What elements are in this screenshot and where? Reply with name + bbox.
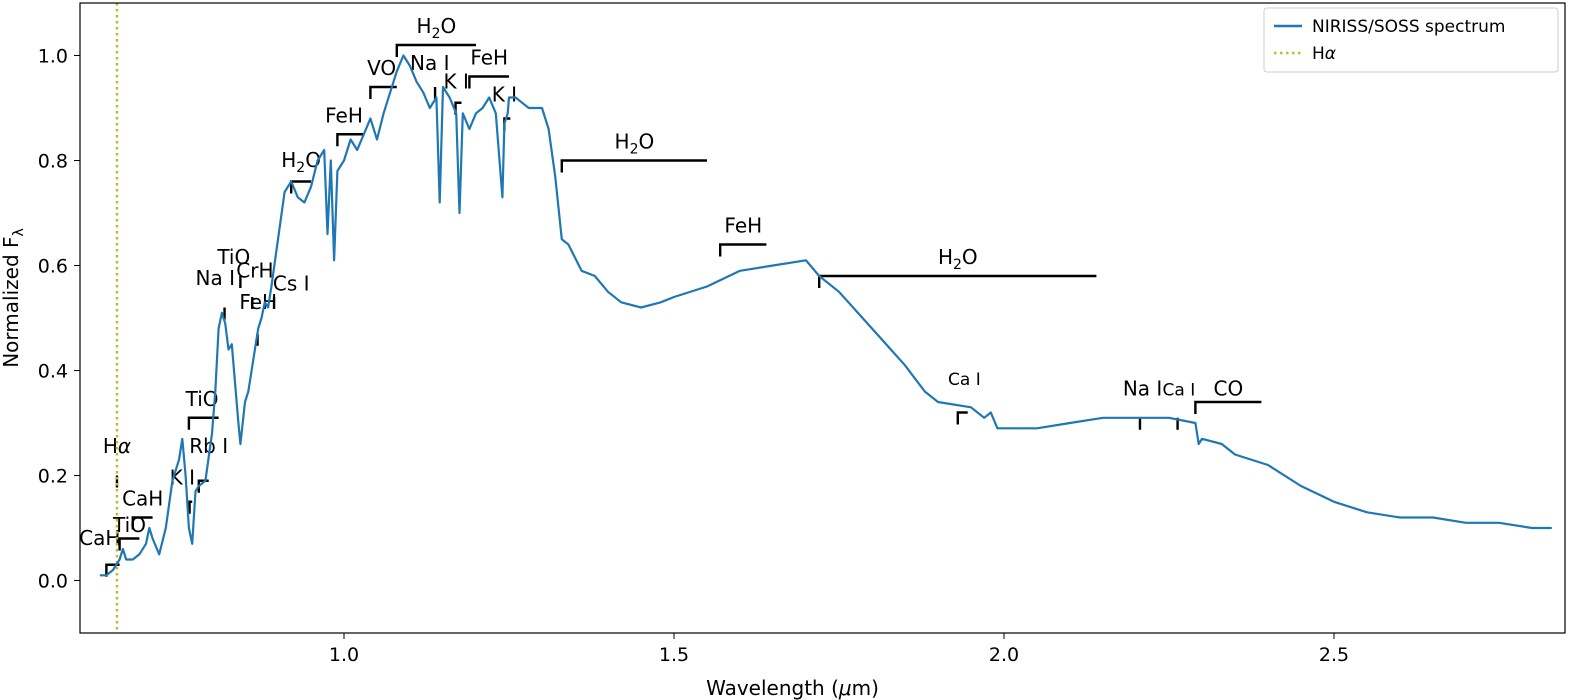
- feature-annotation: FeH: [719, 214, 767, 257]
- feature-label: TiO: [185, 387, 219, 411]
- feature-bracket: [719, 243, 767, 257]
- x-tick: 2.5: [1319, 633, 1349, 666]
- feature-annotation: H2O: [560, 130, 707, 173]
- feature-label: H2O: [938, 245, 978, 273]
- feature-bracket: [395, 43, 476, 57]
- feature-annotation: Ca I: [948, 370, 981, 425]
- feature-label: Cs I: [273, 271, 310, 295]
- feature-label: K I: [492, 82, 517, 106]
- feature-label: H2O: [417, 14, 457, 42]
- feature-annotation: CaH: [122, 487, 163, 530]
- feature-annotation: CO: [1194, 376, 1262, 414]
- y-tick-label: 0.4: [38, 361, 68, 383]
- feature-bracket: [818, 274, 1097, 288]
- feature-annotation: FeH: [468, 46, 509, 89]
- feature-label: Na I: [196, 266, 235, 290]
- feature-bracket: [118, 537, 140, 551]
- feature-label: Ca I: [948, 370, 981, 390]
- feature-annotation: Na I: [196, 266, 235, 320]
- legend-box: [1263, 7, 1559, 73]
- feature-label: Hα: [103, 434, 131, 458]
- feature-label: K I: [444, 69, 469, 93]
- feature-label: FeH: [724, 214, 762, 238]
- feature-label: H2O: [615, 130, 655, 158]
- feature-label: CrH: [236, 258, 273, 282]
- feature-bracket: [560, 159, 707, 173]
- feature-annotation: H2O: [818, 245, 1097, 288]
- y-tick-label: 0.2: [38, 466, 68, 488]
- y-tick: 0.6: [38, 256, 80, 278]
- y-tick-label: 0.6: [38, 256, 68, 278]
- feature-label: CaH: [79, 526, 120, 550]
- feature-annotation: Na I: [410, 51, 450, 99]
- feature-bracket: [369, 85, 397, 99]
- axes-frame: [79, 2, 1566, 634]
- feature-bracket: [336, 133, 364, 147]
- legend-halpha-label: Hα: [1312, 44, 1336, 64]
- feature-label: CO: [1214, 376, 1244, 400]
- x-tick: 1.5: [659, 633, 689, 666]
- x-tick-label: 2.0: [989, 644, 1019, 666]
- y-tick-label: 1.0: [38, 46, 68, 68]
- feature-annotation: CrH: [236, 258, 274, 309]
- y-tick: 0.4: [38, 361, 80, 383]
- feature-bracket: [187, 416, 219, 430]
- y-tick: 0.0: [38, 571, 80, 593]
- feature-annotation: H2O: [395, 14, 476, 57]
- feature-label: FeH: [325, 103, 363, 127]
- feature-annotation: TiO: [185, 387, 219, 430]
- feature-label: VO: [367, 56, 396, 80]
- feature-annotation: Cs I: [272, 271, 310, 309]
- x-axis-label: Wavelength (μm): [706, 676, 879, 700]
- feature-annotation: Na I: [1123, 376, 1162, 430]
- feature-annotation: VO: [367, 56, 397, 99]
- feature-annotation: FeH: [325, 103, 364, 147]
- feature-label: CaH: [122, 487, 163, 511]
- feature-bracket: [188, 500, 193, 514]
- feature-annotation: K I: [170, 466, 195, 514]
- feature-label: Na I: [410, 51, 449, 75]
- y-axis-label: Normalized Fλ: [0, 228, 27, 368]
- y-tick: 0.2: [38, 466, 80, 488]
- feature-label: FeH: [470, 46, 508, 70]
- feature-bracket: [131, 516, 153, 530]
- x-tick-label: 2.5: [1319, 644, 1349, 666]
- feature-annotation: TiO: [216, 245, 250, 288]
- feature-bracket: [1194, 400, 1262, 414]
- feature-annotation: FeH: [239, 290, 277, 346]
- feature-bracket: [468, 75, 509, 89]
- x-tick-label: 1.5: [659, 644, 689, 666]
- feature-label: Ca I: [1163, 380, 1196, 400]
- legend: NIRISS/SOSS spectrum Hα: [1263, 7, 1559, 73]
- y-tick-label: 0.0: [38, 571, 68, 593]
- x-tick-label: 1.0: [329, 644, 359, 666]
- y-tick-label: 0.8: [38, 151, 68, 173]
- spectrum-line: [99, 54, 1552, 577]
- feature-annotation: K I: [444, 69, 469, 115]
- y-tick: 1.0: [38, 46, 80, 68]
- feature-label: TiO: [216, 245, 250, 269]
- feature-bracket: [956, 411, 968, 425]
- legend-spectrum-label: NIRISS/SOSS spectrum: [1312, 17, 1505, 37]
- x-tick: 2.0: [989, 633, 1019, 666]
- series-layer: [99, 3, 1552, 633]
- feature-label: Na I: [1123, 376, 1162, 400]
- y-tick: 0.8: [38, 151, 80, 173]
- x-tick: 1.0: [329, 633, 359, 666]
